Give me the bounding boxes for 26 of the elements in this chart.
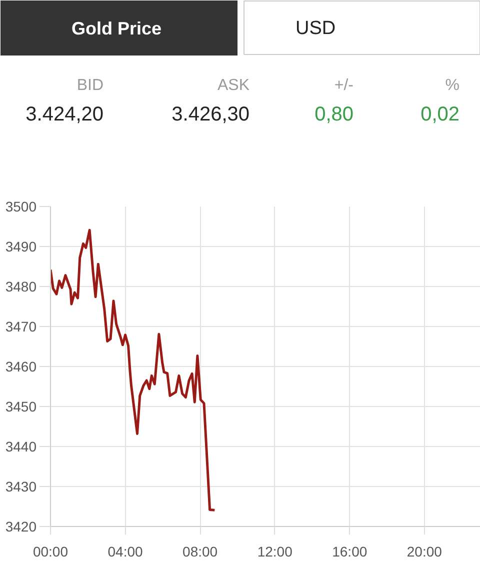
y-tick-label: 3450 [5, 398, 37, 414]
text: ASK [217, 77, 250, 94]
y-tick-label: 3490 [5, 238, 37, 254]
text: BID [76, 77, 104, 94]
x-tick-label: 04:00 [108, 544, 144, 560]
line-series [50, 228, 216, 512]
x-tick-label: 12:00 [257, 544, 293, 560]
text: +/- [334, 77, 354, 94]
y-tick-label: 3480 [5, 278, 37, 294]
y-tick-label: 3440 [5, 438, 37, 454]
y-tick-label: 3460 [5, 358, 37, 374]
text: 3.426,30 [172, 104, 250, 126]
text: 0,02 [420, 104, 460, 126]
text: USD [296, 18, 336, 39]
text: 0,80 [314, 104, 354, 126]
text: 3.424,20 [26, 104, 104, 126]
x-tick-label: 20:00 [406, 544, 442, 560]
x-tick-label: 16:00 [332, 544, 368, 560]
chart-title: Gold Price [71, 18, 162, 38]
x-tick-label: 00:00 [32, 544, 68, 560]
x-tick-label: 08:00 [182, 544, 218, 560]
y-tick-label: 3500 [5, 198, 37, 214]
y-tick-label: 3420 [5, 518, 37, 534]
y-tick-label: 3470 [5, 318, 37, 334]
y-tick-label: 3430 [5, 478, 37, 494]
text: % [445, 77, 460, 94]
